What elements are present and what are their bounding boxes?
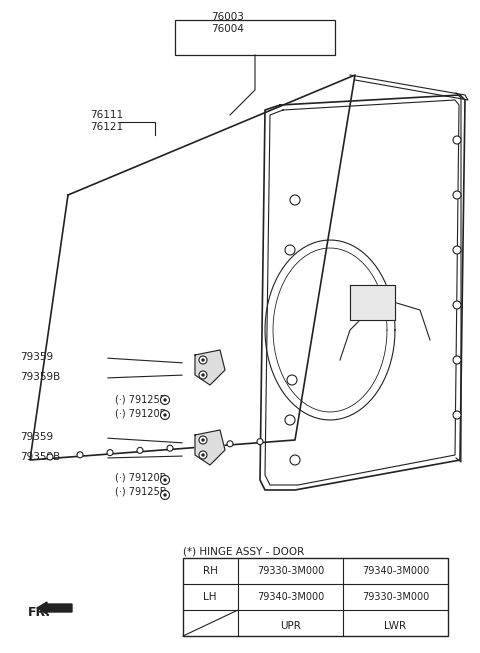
Text: 76003: 76003 [212, 12, 244, 22]
Circle shape [285, 415, 295, 425]
Circle shape [164, 414, 166, 416]
Circle shape [164, 479, 166, 481]
Text: 79359B: 79359B [20, 452, 60, 462]
Circle shape [453, 136, 461, 144]
Text: LH: LH [203, 592, 217, 602]
Circle shape [453, 191, 461, 199]
Circle shape [453, 356, 461, 364]
Polygon shape [350, 285, 395, 320]
Bar [175, 20, 335, 55]
Text: (·) 79125B: (·) 79125B [115, 487, 167, 497]
Circle shape [453, 301, 461, 309]
Circle shape [137, 447, 143, 453]
Text: 79330-3M000: 79330-3M000 [257, 566, 324, 576]
Circle shape [199, 371, 207, 379]
Circle shape [107, 450, 113, 456]
Circle shape [160, 490, 169, 500]
Text: (·) 79120B: (·) 79120B [115, 408, 167, 418]
Circle shape [160, 411, 169, 419]
Circle shape [167, 445, 173, 451]
Polygon shape [195, 350, 225, 385]
Text: 76004: 76004 [212, 24, 244, 34]
Text: UPR: UPR [280, 620, 301, 631]
Text: (·) 79125B: (·) 79125B [115, 394, 167, 404]
Text: 79359: 79359 [20, 432, 53, 442]
FancyArrow shape [37, 602, 72, 614]
Circle shape [199, 356, 207, 364]
Text: 79359B: 79359B [20, 372, 60, 382]
Text: 79359: 79359 [20, 352, 53, 362]
Circle shape [77, 452, 83, 458]
Text: FR.: FR. [28, 605, 51, 618]
Circle shape [160, 475, 169, 485]
Circle shape [202, 454, 204, 456]
Text: LWR: LWR [384, 620, 407, 631]
Circle shape [202, 439, 204, 441]
Circle shape [197, 443, 203, 449]
Circle shape [199, 436, 207, 444]
Circle shape [453, 246, 461, 254]
Circle shape [453, 411, 461, 419]
Circle shape [199, 451, 207, 459]
Circle shape [202, 374, 204, 376]
Circle shape [202, 359, 204, 361]
Text: RH: RH [203, 566, 217, 576]
Circle shape [290, 455, 300, 465]
Text: (*) HINGE ASSY - DOOR: (*) HINGE ASSY - DOOR [183, 546, 304, 556]
Text: 79340-3M000: 79340-3M000 [257, 592, 324, 602]
Circle shape [160, 396, 169, 404]
Polygon shape [195, 430, 225, 465]
Text: (·) 79120B: (·) 79120B [115, 473, 167, 483]
Circle shape [227, 441, 233, 447]
Text: 79330-3M000: 79330-3M000 [362, 592, 429, 602]
Circle shape [164, 399, 166, 401]
Circle shape [47, 454, 53, 460]
Text: 76121: 76121 [90, 122, 123, 132]
Bar [183, 558, 448, 636]
Circle shape [285, 245, 295, 255]
Circle shape [164, 494, 166, 496]
Circle shape [290, 195, 300, 205]
Text: 76111: 76111 [90, 110, 123, 120]
Circle shape [287, 375, 297, 385]
Circle shape [257, 439, 263, 445]
Text: 79340-3M000: 79340-3M000 [362, 566, 429, 576]
